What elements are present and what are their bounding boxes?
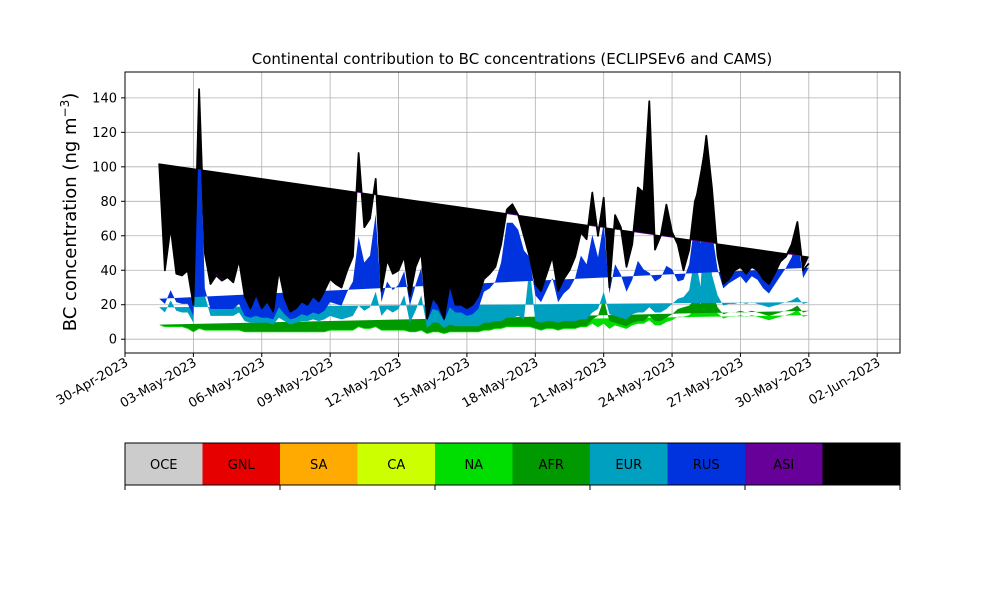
chart-title: Continental contribution to BC concentra…	[252, 50, 773, 68]
legend-label-gnl: GNL	[228, 458, 256, 473]
y-tick-label: 100	[92, 160, 117, 175]
y-tick-label: 60	[100, 229, 117, 244]
y-tick-label: 140	[92, 91, 117, 106]
y-tick-label: 0	[109, 333, 117, 348]
legend-colorbar: OCE GNL SA CA NA AFR EUR RUS ASI AUS	[124, 442, 901, 490]
legend-swatch-asi	[745, 443, 823, 485]
legend-label-eur: EUR	[615, 458, 642, 473]
area-na	[159, 282, 809, 334]
legend-label-rus: RUS	[693, 458, 720, 473]
area-afr	[159, 271, 809, 334]
legend-swatch-aus	[822, 443, 901, 485]
legend-label-na: NA	[464, 458, 483, 473]
y-axis-label: BC concentration (ng m−3)	[58, 93, 81, 332]
legend-swatch-eur	[590, 443, 668, 485]
legend-label-afr: AFR	[539, 458, 564, 473]
legend-swatch-oce	[125, 443, 203, 485]
legend-swatch-rus	[667, 443, 746, 485]
y-tick-label: 20	[100, 298, 117, 313]
total-line	[158, 88, 810, 320]
legend-swatch-sa	[280, 443, 358, 485]
legend-swatch-na	[435, 443, 513, 485]
legend-label-aus: AUS	[848, 458, 875, 473]
legend-label-ca: CA	[387, 458, 405, 473]
y-tick-label: 120	[92, 126, 117, 141]
plot-frame	[124, 71, 901, 354]
legend-swatch-ca	[357, 443, 436, 485]
legend-label-sa: SA	[310, 458, 327, 473]
y-tick-label: 40	[100, 264, 117, 279]
area-rus	[159, 98, 809, 322]
y-axis: 0 20 40 60 80 100 120 140	[92, 91, 125, 348]
legend-swatch-gnl	[202, 443, 281, 485]
legend-label-oce: OCE	[150, 458, 178, 473]
legend-swatch-afr	[512, 443, 591, 485]
legend-frame	[124, 442, 901, 486]
y-tick-label: 80	[100, 195, 117, 210]
legend-label-asi: ASI	[773, 458, 794, 473]
total-line-layer	[158, 88, 810, 320]
